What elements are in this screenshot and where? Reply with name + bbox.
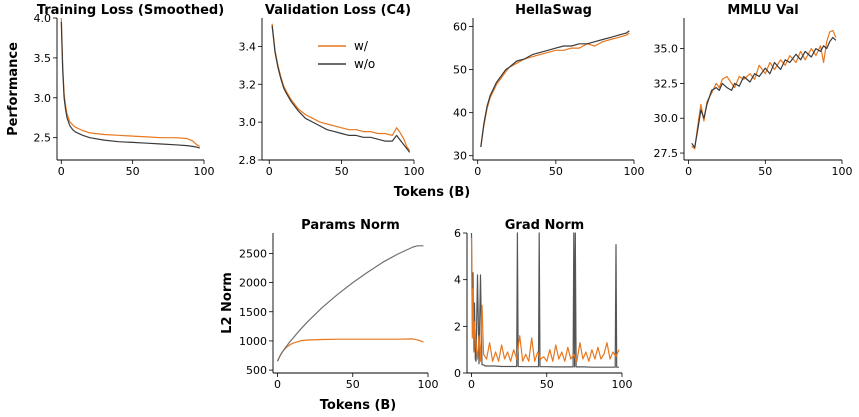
y-tick-label: 3.4 xyxy=(239,40,257,53)
chart-title: Params Norm xyxy=(301,218,400,233)
x-tick-label: 100 xyxy=(832,165,853,178)
panel-grad-norm: Grad Norm 0 50 100 0 2 4 6 xyxy=(454,218,633,391)
y-tick-label: 2500 xyxy=(239,247,267,260)
y-tick-label: 3.5 xyxy=(34,52,52,65)
x-tick-label: 50 xyxy=(346,378,360,391)
chart-title: Grad Norm xyxy=(505,218,584,233)
x-tick-label: 100 xyxy=(404,165,425,178)
x-tick-label: 0 xyxy=(266,165,273,178)
series-line-wo xyxy=(60,21,200,149)
chart-title: MMLU Val xyxy=(727,3,798,18)
y-tick-label: 35.0 xyxy=(654,43,679,56)
y-tick-label: 6 xyxy=(454,227,461,240)
chart-title: Training Loss (Smoothed) xyxy=(37,3,224,18)
panel-hellaswag: HellaSwag 0 50 100 30 40 50 60 xyxy=(453,3,645,178)
series-line-w xyxy=(60,17,200,147)
x-tick-label: 50 xyxy=(549,165,563,178)
x-tick-label: 100 xyxy=(194,165,215,178)
panel-params-norm: Params Norm 0 50 100 500 1000 1500 2000 2500 xyxy=(239,218,439,391)
x-tick-label: 100 xyxy=(418,378,439,391)
x-tick-label: 0 xyxy=(468,378,475,391)
chart-title: Validation Loss (C4) xyxy=(265,3,411,18)
series-line-w xyxy=(470,237,620,362)
x-tick-label: 50 xyxy=(758,165,772,178)
legend-label-w: w/ xyxy=(354,39,369,53)
x-tick-label: 50 xyxy=(540,378,554,391)
y-axis-label-bottom: L2 Norm xyxy=(220,272,235,334)
series-line-wo xyxy=(470,232,619,368)
y-tick-label: 50 xyxy=(453,64,467,77)
legend-label-wo: w/o xyxy=(354,57,375,71)
series-line-w xyxy=(271,23,411,151)
panel-validation-loss: Validation Loss (C4) 0 50 100 2.8 3.0 3.2 3.4 xyxy=(239,3,425,178)
series-line-wo xyxy=(271,25,411,153)
y-tick-label: 40 xyxy=(453,107,467,120)
panel-mmlu-val: MMLU Val 0 50 100 27.5 30.0 32.5 35.0 xyxy=(654,3,853,178)
x-tick-label: 0 xyxy=(685,165,692,178)
chart-title: HellaSwag xyxy=(515,3,592,18)
x-tick-label: 0 xyxy=(474,165,481,178)
y-tick-label: 1000 xyxy=(239,335,267,348)
x-axis-label-bottom: Tokens (B) xyxy=(320,398,397,413)
y-axis-label-top: Performance xyxy=(6,42,21,136)
y-tick-label: 3.0 xyxy=(34,92,52,105)
y-tick-label: 27.5 xyxy=(654,147,679,160)
y-tick-label: 32.5 xyxy=(654,77,679,90)
y-tick-label: 4.0 xyxy=(34,12,52,25)
series-line-wo xyxy=(276,245,424,362)
x-tick-label: 100 xyxy=(612,378,633,391)
x-axis-label-top: Tokens (B) xyxy=(394,185,471,200)
legend: w/ w/o xyxy=(318,39,375,71)
x-tick-label: 50 xyxy=(335,165,349,178)
y-tick-label: 500 xyxy=(246,364,267,377)
y-tick-label: 30 xyxy=(453,150,467,163)
series-line-wo xyxy=(691,36,837,149)
x-tick-label: 100 xyxy=(624,165,645,178)
y-tick-label: 3.0 xyxy=(239,116,257,129)
x-tick-label: 50 xyxy=(126,165,140,178)
y-tick-label: 30.0 xyxy=(654,112,679,125)
y-tick-label: 2.8 xyxy=(239,154,257,167)
panel-training-loss: Training Loss (Smoothed) 0 50 100 2.5 3.0 3.5 4… xyxy=(34,3,225,178)
y-tick-label: 2.5 xyxy=(34,132,52,145)
y-tick-label: 3.2 xyxy=(239,78,257,91)
y-tick-label: 0 xyxy=(454,367,461,380)
series-line-wo xyxy=(480,30,630,148)
series-line-w xyxy=(480,32,630,148)
y-tick-label: 2 xyxy=(454,320,461,333)
y-tick-label: 2000 xyxy=(239,277,267,290)
y-tick-label: 4 xyxy=(454,274,461,287)
y-tick-label: 60 xyxy=(453,21,467,34)
series-line-w xyxy=(276,338,424,362)
x-tick-label: 0 xyxy=(274,378,281,391)
y-tick-label: 1500 xyxy=(239,306,267,319)
x-tick-label: 0 xyxy=(58,165,65,178)
